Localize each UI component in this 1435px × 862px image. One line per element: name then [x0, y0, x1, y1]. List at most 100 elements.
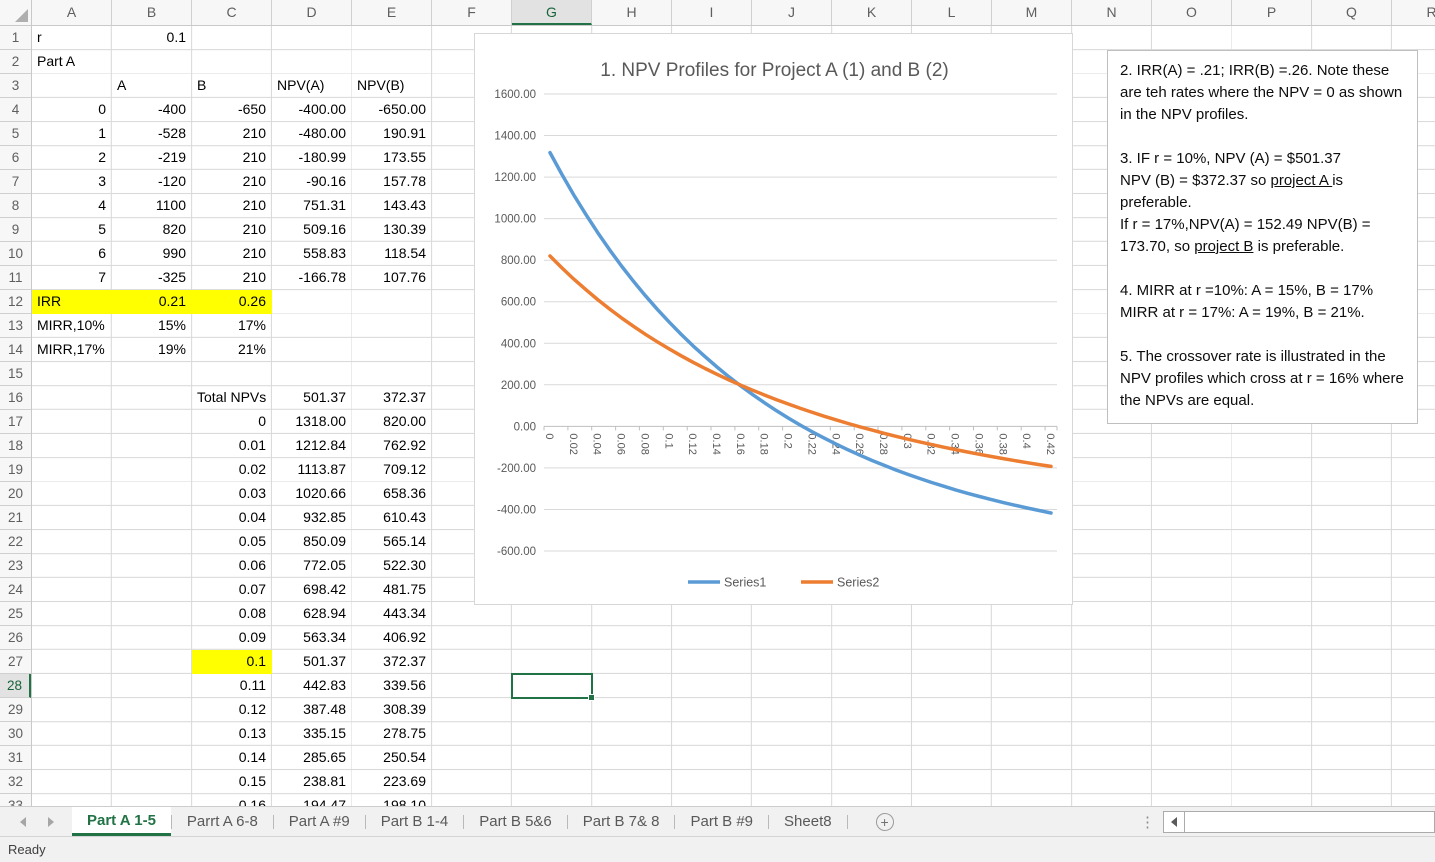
scrollbar-track[interactable]: [1185, 810, 1435, 833]
col-header-N[interactable]: N: [1072, 0, 1152, 25]
cell-E5[interactable]: 190.91: [383, 125, 426, 141]
col-header-O[interactable]: O: [1152, 0, 1232, 25]
cell-E22[interactable]: 565.14: [383, 533, 426, 549]
cell-A2[interactable]: Part A: [37, 53, 76, 69]
col-header-M[interactable]: M: [992, 0, 1072, 25]
cell-B12[interactable]: 0.21: [112, 290, 192, 314]
cell-D10[interactable]: 558.83: [303, 245, 346, 261]
cell-B1[interactable]: 0.1: [166, 29, 186, 45]
cell-E6[interactable]: 173.55: [383, 149, 426, 165]
row-header-28[interactable]: 28: [0, 674, 31, 698]
cell-C4[interactable]: -650: [237, 101, 266, 117]
cell-E32[interactable]: 223.69: [383, 773, 426, 789]
series-line-Series1[interactable]: [548, 150, 1053, 515]
cell-A4[interactable]: 0: [98, 101, 106, 117]
col-header-Q[interactable]: Q: [1312, 0, 1392, 25]
cell-D29[interactable]: 387.48: [303, 701, 346, 717]
sheet-tab-part-a-9[interactable]: Part A #9: [288, 813, 350, 830]
row-header-29[interactable]: 29: [0, 698, 31, 722]
cell-D24[interactable]: 698.42: [303, 581, 346, 597]
cell-E18[interactable]: 762.92: [383, 437, 426, 453]
cell-A1[interactable]: r: [37, 29, 42, 45]
cell-E16[interactable]: 372.37: [383, 389, 426, 405]
col-header-D[interactable]: D: [272, 0, 352, 25]
row-header-30[interactable]: 30: [0, 722, 31, 746]
cell-A7[interactable]: 3: [98, 173, 106, 189]
cell-C19[interactable]: 0.02: [238, 461, 266, 477]
cell-A12[interactable]: IRR: [32, 290, 112, 314]
col-header-E[interactable]: E: [352, 0, 432, 25]
cell-C31[interactable]: 0.14: [238, 749, 266, 765]
sheet-tab-part-b-1-4[interactable]: Part B 1-4: [380, 813, 449, 830]
cell-E28[interactable]: 339.56: [383, 677, 426, 693]
row-header-10[interactable]: 10: [0, 242, 31, 266]
cell-C12[interactable]: 0.26: [192, 290, 272, 314]
cell-C13[interactable]: 17%: [237, 317, 266, 333]
row-header-5[interactable]: 5: [0, 122, 31, 146]
cell-E23[interactable]: 522.30: [383, 557, 426, 573]
col-header-R[interactable]: R: [1392, 0, 1435, 25]
cell-C27[interactable]: 0.1: [192, 650, 272, 674]
row-header-24[interactable]: 24: [0, 578, 31, 602]
sheet-tab-part-b-5-6[interactable]: Part B 5&6: [479, 813, 552, 830]
select-all-corner[interactable]: [0, 0, 32, 26]
cell-C10[interactable]: 210: [242, 245, 266, 261]
cell-D4[interactable]: -400.00: [298, 101, 346, 117]
cell-D26[interactable]: 563.34: [303, 629, 346, 645]
row-header-2[interactable]: 2: [0, 50, 31, 74]
cell-A8[interactable]: 4: [98, 197, 106, 213]
cell-C28[interactable]: 0.11: [239, 677, 266, 693]
cell-E33[interactable]: 198.10: [383, 797, 426, 806]
cell-B14[interactable]: 19%: [157, 341, 186, 357]
tab-scroll-splitter[interactable]: ⋮: [1140, 813, 1155, 831]
cell-C16[interactable]: Total NPVs: [197, 389, 267, 405]
cell-C30[interactable]: 0.13: [238, 725, 266, 741]
cell-D5[interactable]: -480.00: [298, 125, 346, 141]
cell-D17[interactable]: 1318.00: [295, 413, 346, 429]
cell-D25[interactable]: 628.94: [303, 605, 346, 621]
cell-D27[interactable]: 501.37: [303, 653, 346, 669]
cell-B7[interactable]: -120: [157, 173, 186, 189]
row-header-20[interactable]: 20: [0, 482, 31, 506]
cell-C29[interactable]: 0.12: [238, 701, 266, 717]
cell-C23[interactable]: 0.06: [238, 557, 266, 573]
row-header-6[interactable]: 6: [0, 146, 31, 170]
cell-A5[interactable]: 1: [98, 125, 106, 141]
row-header-23[interactable]: 23: [0, 554, 31, 578]
row-header-32[interactable]: 32: [0, 770, 31, 794]
cell-E25[interactable]: 443.34: [383, 605, 426, 621]
row-header-12[interactable]: 12: [0, 290, 31, 314]
new-sheet-button[interactable]: +: [875, 812, 894, 831]
cell-D23[interactable]: 772.05: [303, 557, 346, 573]
notes-textbox[interactable]: 2. IRR(A) = .21; IRR(B) =.26. Note these…: [1107, 50, 1418, 424]
col-header-B[interactable]: B: [112, 0, 192, 25]
col-header-H[interactable]: H: [592, 0, 672, 25]
cell-A9[interactable]: 5: [98, 221, 106, 237]
cell-D9[interactable]: 509.16: [303, 221, 346, 237]
cell-D19[interactable]: 1113.87: [297, 461, 346, 477]
cell-B9[interactable]: 820: [162, 221, 186, 237]
cell-E30[interactable]: 278.75: [383, 725, 426, 741]
cell-C5[interactable]: 210: [242, 125, 266, 141]
row-header-16[interactable]: 16: [0, 386, 31, 410]
col-header-L[interactable]: L: [912, 0, 992, 25]
col-header-F[interactable]: F: [432, 0, 512, 25]
chart-title[interactable]: 1. NPV Profiles for Project A (1) and B …: [600, 60, 948, 81]
row-header-33[interactable]: 33: [0, 794, 31, 806]
cell-B10[interactable]: 990: [162, 245, 186, 261]
row-header-31[interactable]: 31: [0, 746, 31, 770]
cell-E7[interactable]: 157.78: [383, 173, 426, 189]
sheet-tab-sheet8[interactable]: Sheet8: [784, 813, 832, 830]
row-header-21[interactable]: 21: [0, 506, 31, 530]
cell-D3[interactable]: NPV(A): [277, 77, 325, 93]
cell-D20[interactable]: 1020.66: [295, 485, 346, 501]
cell-D33[interactable]: 194.47: [303, 797, 346, 806]
row-header-15[interactable]: 15: [0, 362, 31, 386]
cell-E24[interactable]: 481.75: [383, 581, 426, 597]
row-header-18[interactable]: 18: [0, 434, 31, 458]
cell-C33[interactable]: 0.16: [238, 797, 266, 806]
col-header-P[interactable]: P: [1232, 0, 1312, 25]
row-header-8[interactable]: 8: [0, 194, 31, 218]
row-header-13[interactable]: 13: [0, 314, 31, 338]
sheet-tab-part-b-7-8[interactable]: Part B 7& 8: [582, 813, 660, 830]
